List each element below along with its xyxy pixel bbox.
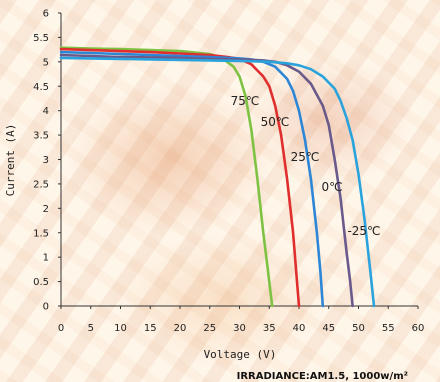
x-axis-title: Voltage (V) bbox=[204, 348, 277, 361]
x-tick-label: 45 bbox=[322, 323, 335, 334]
x-tick-labels: 0 5 10 15 20 25 30 35 40 45 50 55 60 bbox=[58, 306, 425, 334]
series-label: -25℃ bbox=[347, 224, 380, 238]
x-tick-label: 35 bbox=[263, 323, 276, 334]
series-labels: 75℃50℃ 25℃ 0℃ -25℃ bbox=[231, 94, 381, 238]
x-tick-label: 50 bbox=[352, 323, 365, 334]
series-line bbox=[59, 50, 325, 308]
series-label: 25℃ bbox=[291, 150, 320, 164]
x-tick-label: 40 bbox=[293, 323, 306, 334]
y-tick-label: 0.5 bbox=[33, 277, 49, 288]
y-tick-label: 6 bbox=[43, 9, 49, 20]
x-tick-label: 10 bbox=[114, 323, 127, 334]
x-tick-label: 0 bbox=[58, 323, 64, 334]
x-tick-label: 55 bbox=[382, 323, 395, 334]
x-tick-label: 25 bbox=[203, 323, 216, 334]
y-tick-label: 5 bbox=[43, 57, 49, 68]
x-tick-label: 30 bbox=[233, 323, 246, 334]
x-tick-label: 60 bbox=[412, 323, 425, 334]
series-label: 75℃ bbox=[231, 94, 260, 108]
y-tick-label: 1.5 bbox=[33, 228, 49, 239]
y-tick-label: 3 bbox=[43, 155, 49, 166]
y-tick-label: 4 bbox=[43, 106, 49, 117]
series-line bbox=[59, 56, 376, 308]
y-tick-label: 3.5 bbox=[33, 131, 49, 142]
y-tick-label: 2.5 bbox=[33, 179, 49, 190]
y-tick-label: 1 bbox=[43, 253, 49, 264]
series-label: 50℃ bbox=[261, 115, 290, 129]
y-tick-labels: 0 0.5 1 1.5 2 2.5 3 3.5 4 4.5 5 5.5 6 bbox=[33, 9, 61, 313]
y-tick-label: 0 bbox=[43, 302, 49, 313]
series-lines bbox=[59, 46, 376, 308]
x-tick-label: 15 bbox=[144, 323, 157, 334]
y-tick-label: 5.5 bbox=[33, 33, 49, 44]
series-label: 0℃ bbox=[321, 180, 342, 194]
series-line bbox=[59, 47, 301, 308]
series-line bbox=[59, 53, 354, 308]
y-axis-title: Current (A) bbox=[4, 124, 17, 197]
x-tick-label: 20 bbox=[174, 323, 187, 334]
irradiance-annotation: IRRADIANCE:AM1.5, 1000w/m² bbox=[237, 371, 408, 382]
series-line bbox=[59, 46, 274, 308]
y-tick-label: 4.5 bbox=[33, 82, 49, 93]
x-tick-label: 5 bbox=[88, 323, 94, 334]
y-tick-label: 2 bbox=[43, 204, 49, 215]
